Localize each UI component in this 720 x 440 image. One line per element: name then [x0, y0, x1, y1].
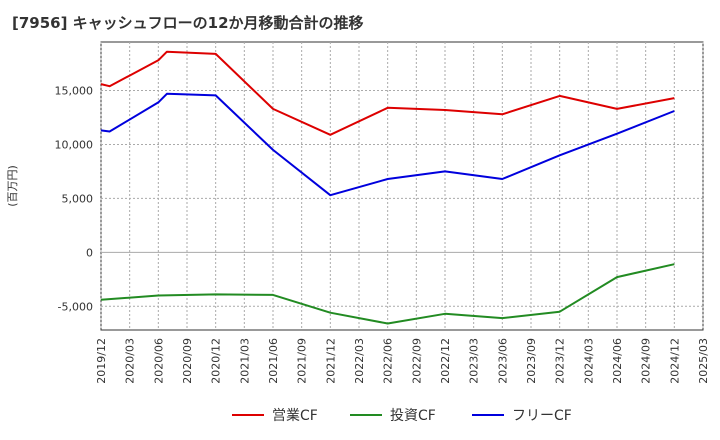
x-tick-label: 2025/03 — [697, 338, 710, 384]
x-tick-label: 2024/09 — [640, 338, 653, 384]
x-tick-label: 2023/12 — [554, 338, 567, 384]
x-tick-label: 2023/09 — [525, 338, 538, 384]
grid-lines — [100, 42, 704, 330]
y-tick-label: 15,000 — [55, 85, 94, 98]
x-tick-label: 2021/03 — [238, 338, 251, 384]
x-axis: 2019/12 2020/03 2020/06 2020/09 2020/12 2021/… — [95, 338, 710, 384]
y-tick-label: 0 — [86, 246, 93, 259]
legend-label: フリーCF — [512, 408, 572, 424]
x-tick-label: 2021/12 — [324, 338, 337, 384]
x-tick-label: 2019/12 — [95, 338, 108, 384]
legend-label: 投資CF — [390, 408, 436, 424]
y-tick-label: 5,000 — [62, 192, 94, 205]
x-tick-label: 2024/06 — [611, 338, 624, 384]
x-tick-label: 2020/09 — [181, 338, 194, 384]
x-tick-label: 2022/06 — [382, 338, 395, 384]
series-line — [100, 92, 675, 197]
y-axis-label: (百万円) — [6, 165, 19, 207]
series-lines — [100, 50, 675, 325]
series-line — [100, 263, 675, 325]
x-tick-label: 2023/06 — [496, 338, 509, 384]
x-tick-label: 2022/09 — [410, 338, 423, 384]
chart-title: [7956] キャッシュフローの12か月移動合計の推移 — [12, 14, 364, 32]
legend: 営業CF 投資CF フリーCF — [232, 408, 572, 424]
y-tick-label: 10,000 — [55, 138, 94, 151]
x-tick-label: 2024/03 — [582, 338, 595, 384]
x-tick-label: 2024/12 — [668, 338, 681, 384]
legend-label: 営業CF — [272, 408, 318, 424]
x-tick-label: 2020/03 — [124, 338, 137, 384]
x-tick-label: 2023/03 — [468, 338, 481, 384]
x-tick-label: 2020/06 — [152, 338, 165, 384]
x-tick-label: 2021/09 — [296, 338, 309, 384]
x-tick-label: 2020/12 — [210, 338, 223, 384]
series-line — [100, 50, 675, 136]
y-tick-label: -5,000 — [58, 300, 93, 313]
y-axis: -5,000 0 5,000 10,000 15,000 — [55, 85, 94, 314]
x-tick-label: 2022/03 — [353, 338, 366, 384]
x-tick-label: 2021/06 — [267, 338, 280, 384]
x-tick-label: 2022/12 — [439, 338, 452, 384]
plot-area — [100, 41, 704, 331]
